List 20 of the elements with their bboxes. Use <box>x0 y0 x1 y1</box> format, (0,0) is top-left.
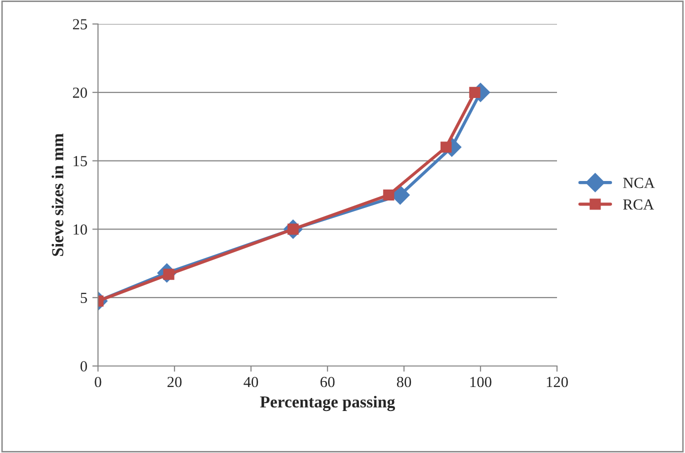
point <box>440 142 452 153</box>
x-tick-label: 100 <box>470 376 492 388</box>
y-tick-label: 15 <box>74 156 87 166</box>
x-tick-label: 60 <box>320 376 335 388</box>
y-axis-title: Sieve sizes in mm <box>52 133 64 256</box>
y-tick-label: 25 <box>72 19 87 30</box>
x-axis-title: Percentage passing <box>260 396 396 412</box>
legend-label: RCA <box>623 199 654 210</box>
x-tick-label: 120 <box>546 376 568 388</box>
point <box>469 86 480 98</box>
y-tick-label: 5 <box>80 292 87 304</box>
y-tick-label: 10 <box>74 224 87 235</box>
point <box>383 189 394 201</box>
x-tick-label: 0 <box>94 376 102 388</box>
legend-label: NCA <box>623 178 655 188</box>
y-tick-label: 20 <box>72 88 87 98</box>
x-tick-label: 80 <box>396 376 412 388</box>
x-tick-label: 40 <box>244 376 258 388</box>
x-tick-label: 20 <box>168 376 182 388</box>
y-tick-label: 0 <box>80 361 87 372</box>
